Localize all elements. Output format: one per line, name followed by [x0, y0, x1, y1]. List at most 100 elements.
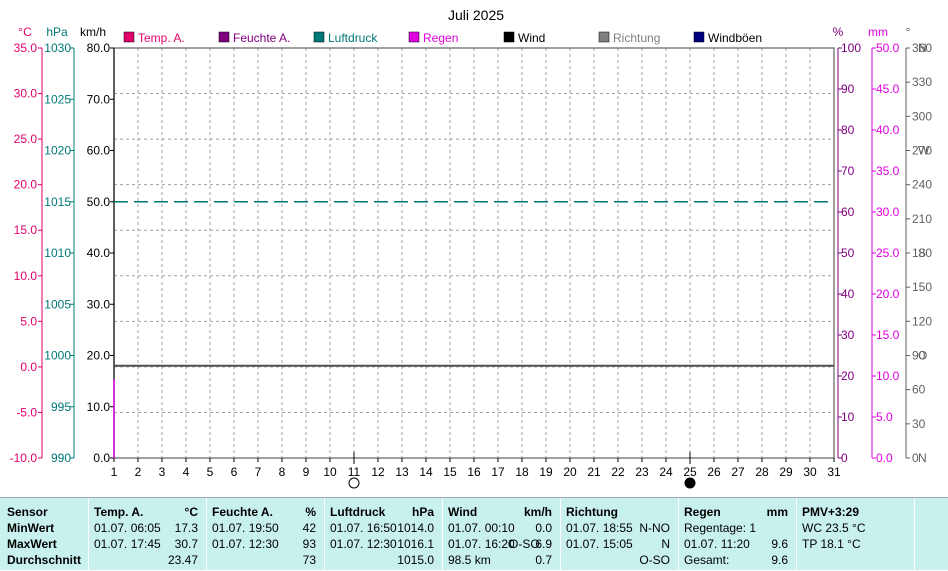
tick-label-direction-11: 330 [912, 75, 932, 89]
press-min-time: 01.07. 16:50 [330, 521, 397, 535]
x-tick-label-1: 1 [111, 465, 118, 479]
tick-label-pressure-0: 990 [51, 451, 71, 465]
x-tick-label-17: 17 [491, 465, 505, 479]
tick-label-direction-2: 60 [912, 383, 926, 397]
stats-pmv: PMV+3:29 WC 23.5 °C TP 18.1 °C [797, 498, 915, 571]
x-tick-label-13: 13 [395, 465, 409, 479]
stats-wind: Wind km/h 01.07. 00:10 0.0 01.07. 16:20 … [443, 498, 561, 571]
unit-direction: ° [906, 25, 911, 39]
stats-rain: Regen mm Regentage: 1 01.07. 11:20 9.6 G… [679, 498, 797, 571]
dir-min-time: 01.07. 18:55 [566, 521, 633, 535]
pmv-title: PMV+3:29 [802, 505, 860, 519]
wind-unit: km/h [523, 505, 552, 519]
x-tick-label-28: 28 [755, 465, 769, 479]
temp-min-time: 01.07. 06:05 [94, 521, 161, 535]
axes: -10.0 -5.0 0.0 5.0 10.0 15.0 20.0 25.0 30.0 35.0 9… [10, 41, 933, 465]
tick-label-wind-4: 40.0 [87, 246, 111, 260]
unit-rain: mm [868, 25, 888, 39]
wind-distance: 98.5 km [448, 553, 491, 567]
tick-label-temp-2: 0.0 [20, 360, 37, 374]
tick-label-rain-10: 50.0 [876, 41, 900, 55]
tick-label-direction-6: 180 [912, 246, 932, 260]
wind-max-value: 6.9 [535, 537, 552, 551]
wind-max-direction: O-SO [509, 537, 540, 551]
tick-label-temp-0: -10.0 [10, 451, 38, 465]
x-tick-label-20: 20 [563, 465, 577, 479]
tick-label-wind-0: 0.0 [93, 451, 110, 465]
unit-wind: km/h [80, 25, 106, 39]
tick-label-wind-6: 60.0 [87, 144, 111, 158]
dir-letter-0: N [918, 451, 927, 465]
tick-label-direction-3: 90 [912, 349, 926, 363]
tick-label-temp-9: 35.0 [14, 41, 38, 55]
statistics-panel: Sensor MinWert MaxWert Durchschnitt Temp… [0, 497, 948, 571]
rain-max-value: 9.6 [771, 537, 788, 551]
tick-label-direction-1: 30 [912, 417, 926, 431]
series [113, 201, 834, 458]
x-tick-label-3: 3 [159, 465, 166, 479]
tick-label-wind-3: 30.0 [87, 297, 111, 311]
tick-label-rain-9: 45.0 [876, 82, 900, 96]
tick-label-direction-9: 270 [912, 144, 932, 158]
stats-humidity: Feuchte A. % 01.07. 19:50 42 01.07. 12:3… [207, 498, 325, 571]
tick-label-pressure-3: 1005 [44, 297, 71, 311]
x-tick-label-6: 6 [231, 465, 238, 479]
tick-label-temp-1: -5.0 [16, 405, 37, 419]
x-tick-label-18: 18 [515, 465, 529, 479]
press-min-value: 1014.0 [397, 521, 434, 535]
x-tick-label-15: 15 [443, 465, 457, 479]
x-tick-label-11: 11 [348, 465, 361, 479]
dir-letter-6: S [918, 246, 926, 260]
tick-label-temp-8: 30.0 [14, 87, 38, 101]
tick-label-pressure-4: 1010 [44, 246, 71, 260]
dir-avg: O-SO [639, 553, 670, 567]
tick-label-humidity-1: 10 [841, 410, 855, 424]
hum-unit: % [305, 505, 316, 519]
rain-days: Regentage: 1 [684, 521, 757, 535]
legend-swatch-2 [313, 31, 325, 43]
stats-labels: Sensor MinWert MaxWert Durchschnitt [0, 498, 89, 571]
legend-swatch-4 [503, 31, 515, 43]
x-tick-label-22: 22 [611, 465, 625, 479]
tick-label-temp-3: 5.0 [20, 314, 37, 328]
legend-swatch-0 [123, 31, 135, 43]
tick-label-rain-5: 25.0 [876, 246, 900, 260]
x-tick-label-12: 12 [371, 465, 385, 479]
legend-swatch-6 [693, 31, 705, 43]
stats-pressure: Luftdruck hPa 01.07. 16:50 1014.0 01.07.… [325, 498, 443, 571]
tick-label-humidity-6: 60 [841, 205, 855, 219]
x-tick-label-9: 9 [303, 465, 310, 479]
x-tick-label-2: 2 [135, 465, 142, 479]
chart-title: Juli 2025 [448, 7, 504, 23]
x-tick-label-10: 10 [323, 465, 337, 479]
tick-label-pressure-8: 1030 [44, 41, 71, 55]
tick-label-wind-8: 80.0 [87, 41, 111, 55]
tick-label-rain-3: 15.0 [876, 328, 900, 342]
temp-max-time: 01.07. 17:45 [94, 537, 161, 551]
tick-label-pressure-6: 1020 [44, 144, 71, 158]
tick-label-rain-1: 5.0 [876, 410, 893, 424]
tick-label-humidity-3: 30 [841, 328, 855, 342]
tick-label-rain-8: 40.0 [876, 123, 900, 137]
label-sensor: Sensor [7, 505, 48, 519]
x-axis: 1 2 3 4 5 6 7 8 9 10 11 12 13 14 15 16 17 18 19 20 21 22 23 24 2… [111, 452, 841, 489]
x-tick-label-25: 25 [683, 465, 697, 479]
x-tick-label-4: 4 [183, 465, 190, 479]
temp-min-value: 17.3 [174, 521, 198, 535]
legend-label-4: Wind [518, 31, 545, 45]
legend-swatch-5 [598, 31, 610, 43]
wind-avg: 0.7 [535, 553, 552, 567]
tick-label-direction-0: 0 [912, 451, 919, 465]
stats-temp: Temp. A. °C 01.07. 06:05 17.3 01.07. 17:… [89, 498, 207, 571]
tick-label-temp-4: 10.0 [14, 269, 38, 283]
legend-label-0: Temp. A. [138, 31, 185, 45]
legend-label-3: Regen [423, 31, 458, 45]
rain-total-value: 9.6 [771, 553, 788, 567]
tick-label-rain-7: 35.0 [876, 164, 900, 178]
tick-label-pressure-1: 995 [51, 400, 71, 414]
label-min: MinWert [7, 521, 55, 535]
tick-label-humidity-2: 20 [841, 369, 855, 383]
tick-label-rain-2: 10.0 [876, 369, 900, 383]
rain-max-time: 01.07. 11:20 [684, 537, 750, 551]
wind-title: Wind [448, 505, 478, 519]
